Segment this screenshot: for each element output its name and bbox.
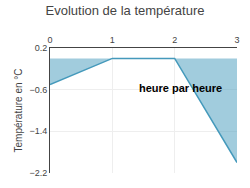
svg-text:heure par heure: heure par heure (139, 82, 222, 94)
svg-text:3: 3 (234, 35, 239, 45)
svg-text:−0.6: −0.6 (29, 85, 47, 95)
svg-text:0.2: 0.2 (35, 43, 48, 53)
svg-text:Température en °C: Température en °C (13, 68, 24, 152)
svg-text:−2.2: −2.2 (29, 168, 47, 178)
svg-text:1: 1 (110, 35, 115, 45)
svg-text:0: 0 (47, 35, 52, 45)
svg-text:Evolution de la température: Evolution de la température (46, 3, 205, 18)
svg-text:−1.4: −1.4 (29, 126, 47, 136)
svg-text:2: 2 (172, 35, 177, 45)
